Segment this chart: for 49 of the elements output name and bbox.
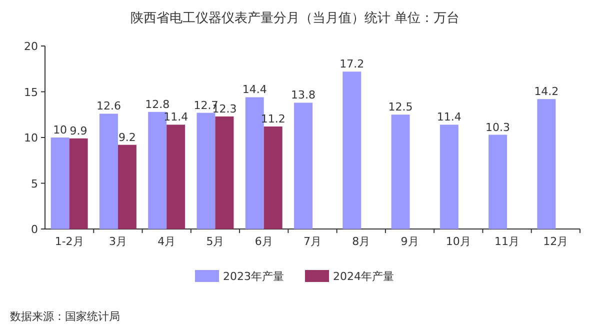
legend-label: 2023年产量 (223, 270, 284, 283)
y-tick-label: 0 (31, 223, 38, 236)
data-label: 14.4 (242, 83, 267, 96)
data-label: 13.8 (291, 88, 316, 102)
bar (215, 116, 234, 229)
x-tick-label: 10月 (446, 235, 471, 248)
x-tick-label: 11月 (494, 235, 520, 248)
x-tick-label: 7月 (304, 235, 322, 248)
data-label: 11.2 (260, 112, 286, 126)
data-label: 10.3 (486, 120, 510, 134)
bar (196, 112, 216, 229)
bar (50, 138, 70, 229)
bar (488, 134, 508, 229)
bar (99, 114, 118, 229)
y-tick-label: 20 (24, 40, 38, 53)
y-tick-label: 15 (24, 86, 38, 99)
chart-title: 陕西省电工仪器仪表产量分月（当月值）统计 单位：万台 (130, 11, 460, 26)
data-label: 17.2 (340, 58, 364, 71)
y-tick-label: 10 (24, 132, 38, 144)
data-label: 12.5 (388, 100, 413, 114)
y-tick-label: 5 (31, 177, 38, 190)
bar (294, 102, 312, 229)
x-tick-label: 4月 (158, 235, 176, 248)
bar (264, 126, 282, 229)
data-label: 14.2 (534, 85, 559, 98)
bar (245, 97, 264, 229)
data-label: 10 (53, 124, 68, 136)
bar (166, 124, 186, 229)
bar (440, 124, 458, 229)
x-tick-label: 3月 (108, 235, 127, 248)
x-tick-label: 9月 (400, 235, 419, 248)
x-tick-label: 8月 (352, 235, 370, 248)
data-label: 11.4 (164, 110, 188, 124)
x-tick-label: 12月 (543, 235, 568, 248)
data-label: 12.6 (96, 100, 121, 113)
x-tick-label: 5月 (206, 235, 224, 248)
data-label: 9.9 (70, 124, 88, 138)
bar (391, 114, 410, 229)
bar (537, 99, 556, 229)
bar (342, 72, 362, 229)
x-tick-label: 6月 (254, 235, 273, 248)
x-tick-label: 1-2月 (54, 235, 84, 248)
data-label: 11.4 (436, 110, 462, 124)
data-label: 12.8 (145, 98, 170, 111)
bar (69, 138, 88, 229)
legend-label: 2024年产量 (333, 270, 394, 283)
source-note: 数据来源：国家统计局 (10, 310, 120, 323)
data-label: 9.2 (118, 130, 136, 144)
bar (118, 144, 136, 229)
